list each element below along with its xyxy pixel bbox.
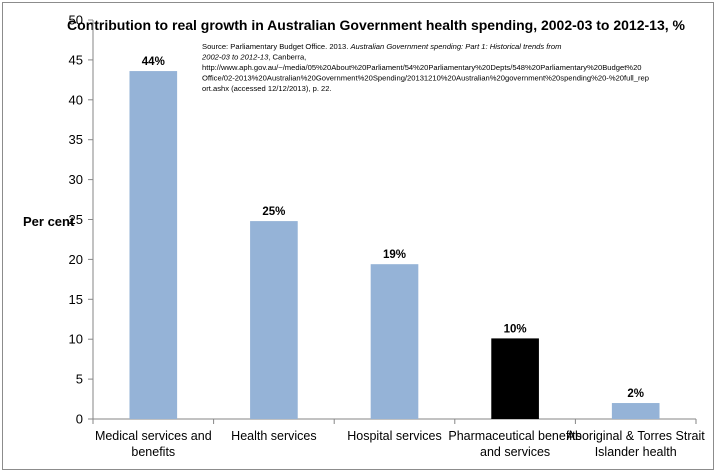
bar <box>611 403 660 419</box>
data-label: 10% <box>504 323 527 335</box>
y-tick-label: 15 <box>69 292 83 307</box>
x-category-label: Aboriginal & Torres Strait Islander healt… <box>567 429 706 459</box>
source-note: Source: Parliamentary Budget Office. 201… <box>201 42 649 93</box>
data-label: 25% <box>262 206 285 218</box>
bar-chart: Contribution to real growth in Australia… <box>23 13 705 460</box>
bar-series <box>129 71 660 420</box>
data-label: 2% <box>627 388 644 400</box>
x-category-label: Medical services and benefits <box>95 429 212 459</box>
data-label: 19% <box>383 249 406 261</box>
y-tick-label: 25 <box>69 212 83 227</box>
x-category-label: Pharmaceutical benefits and services <box>448 429 581 459</box>
data-label: 44% <box>142 56 165 68</box>
bar <box>491 338 539 419</box>
x-category-label: Hospital services <box>347 429 441 443</box>
chart-frame: Contribution to real growth in Australia… <box>2 2 714 470</box>
x-axis <box>92 418 697 424</box>
y-tick-label: 10 <box>69 332 83 347</box>
y-tick-label: 50 <box>69 13 83 28</box>
y-axis: 0 5 10 15 20 25 30 35 40 45 50 <box>69 13 94 427</box>
chart-title: Contribution to real growth in Australia… <box>67 17 685 33</box>
y-tick-label: 20 <box>69 252 83 267</box>
bar <box>370 264 419 419</box>
y-tick-label: 5 <box>76 372 83 387</box>
bar <box>250 221 298 419</box>
x-category-label: Health services <box>231 429 316 443</box>
category-labels: Medical services and benefits Health servi… <box>95 429 705 459</box>
data-labels: 44% 25% 19% 10% 2% <box>142 56 644 400</box>
y-tick-label: 40 <box>69 92 83 107</box>
y-tick-label: 35 <box>69 132 83 147</box>
y-tick-label: 30 <box>69 172 83 187</box>
y-tick-label: 0 <box>76 412 83 427</box>
y-axis-label: Per cent <box>23 214 75 229</box>
bar <box>129 71 178 420</box>
y-tick-label: 45 <box>69 52 83 67</box>
